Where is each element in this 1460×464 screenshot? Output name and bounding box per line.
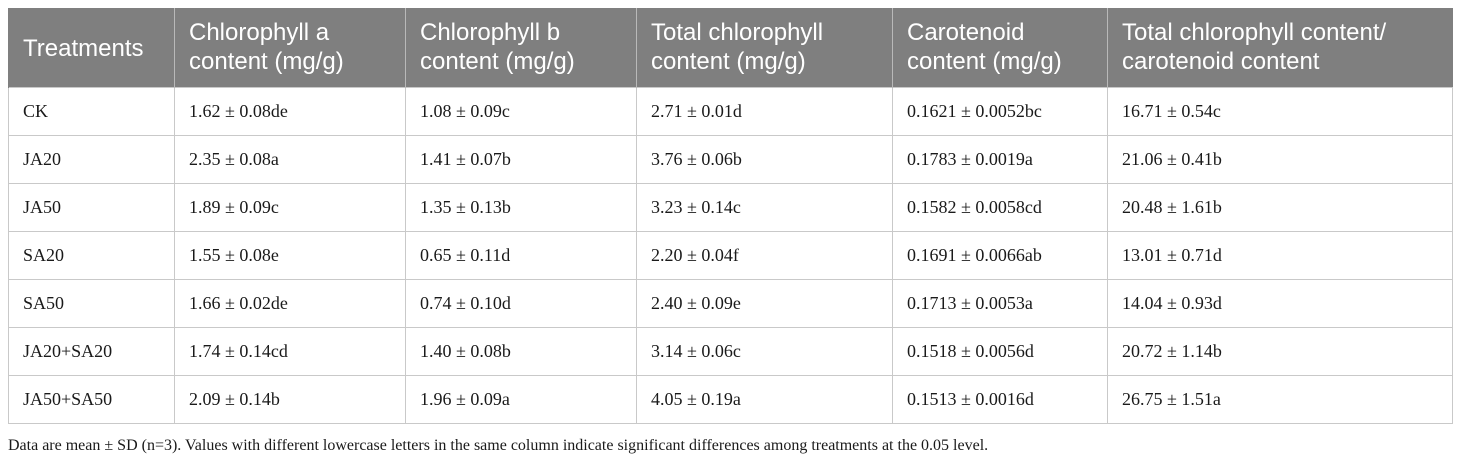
table-cell: 13.01 ± 0.71d (1107, 231, 1453, 280)
table-cell-treatment: JA20 (8, 135, 175, 184)
table-cell: 0.1713 ± 0.0053a (892, 279, 1108, 328)
table-cell: 3.23 ± 0.14c (636, 183, 893, 232)
column-header-chlorophyll-carotenoid-ratio: Total chlorophyll content/ carotenoid co… (1107, 8, 1453, 88)
table-row: JA20+SA20 1.74 ± 0.14cd 1.40 ± 0.08b 3.1… (8, 327, 1453, 376)
table-cell: 0.1518 ± 0.0056d (892, 327, 1108, 376)
table-row: SA50 1.66 ± 0.02de 0.74 ± 0.10d 2.40 ± 0… (8, 279, 1453, 328)
table-cell: 0.1582 ± 0.0058cd (892, 183, 1108, 232)
table-cell: 2.40 ± 0.09e (636, 279, 893, 328)
table-cell-treatment: JA50 (8, 183, 175, 232)
table-cell-treatment: JA20+SA20 (8, 327, 175, 376)
table-cell: 0.1513 ± 0.0016d (892, 375, 1108, 424)
data-table: Treatments Chlorophyll a content (mg/g) … (8, 8, 1453, 424)
table-cell: 3.76 ± 0.06b (636, 135, 893, 184)
table-cell: 26.75 ± 1.51a (1107, 375, 1453, 424)
table-row: CK 1.62 ± 0.08de 1.08 ± 0.09c 2.71 ± 0.0… (8, 87, 1453, 136)
table-header-row: Treatments Chlorophyll a content (mg/g) … (8, 8, 1453, 88)
data-table-container: Treatments Chlorophyll a content (mg/g) … (8, 8, 1453, 424)
table-cell: 1.96 ± 0.09a (405, 375, 637, 424)
column-header-chlorophyll-b: Chlorophyll b content (mg/g) (405, 8, 637, 88)
table-cell: 21.06 ± 0.41b (1107, 135, 1453, 184)
table-footnote: Data are mean ± SD (n=3). Values with di… (8, 437, 989, 454)
table-cell: 1.08 ± 0.09c (405, 87, 637, 136)
table-cell: 1.66 ± 0.02de (174, 279, 406, 328)
table-cell: 2.35 ± 0.08a (174, 135, 406, 184)
table-cell: 20.48 ± 1.61b (1107, 183, 1453, 232)
table-cell: 3.14 ± 0.06c (636, 327, 893, 376)
table-cell: 20.72 ± 1.14b (1107, 327, 1453, 376)
column-header-carotenoid: Carotenoid content (mg/g) (892, 8, 1108, 88)
table-cell: 0.74 ± 0.10d (405, 279, 637, 328)
column-header-treatments: Treatments (8, 8, 175, 88)
table-cell: 0.1621 ± 0.0052bc (892, 87, 1108, 136)
table-cell: 0.65 ± 0.11d (405, 231, 637, 280)
table-cell-treatment: CK (8, 87, 175, 136)
table-cell-treatment: SA20 (8, 231, 175, 280)
table-cell: 1.74 ± 0.14cd (174, 327, 406, 376)
table-cell: 1.62 ± 0.08de (174, 87, 406, 136)
column-header-total-chlorophyll: Total chlorophyll content (mg/g) (636, 8, 893, 88)
table-cell: 4.05 ± 0.19a (636, 375, 893, 424)
table-cell: 1.35 ± 0.13b (405, 183, 637, 232)
table-cell: 2.71 ± 0.01d (636, 87, 893, 136)
table-cell: 1.41 ± 0.07b (405, 135, 637, 184)
column-header-chlorophyll-a: Chlorophyll a content (mg/g) (174, 8, 406, 88)
table-cell: 1.55 ± 0.08e (174, 231, 406, 280)
table-row: SA20 1.55 ± 0.08e 0.65 ± 0.11d 2.20 ± 0.… (8, 231, 1453, 280)
table-cell: 1.40 ± 0.08b (405, 327, 637, 376)
table-row: JA50 1.89 ± 0.09c 1.35 ± 0.13b 3.23 ± 0.… (8, 183, 1453, 232)
table-cell: 0.1783 ± 0.0019a (892, 135, 1108, 184)
table-cell: 1.89 ± 0.09c (174, 183, 406, 232)
table-cell: 2.09 ± 0.14b (174, 375, 406, 424)
table-cell: 2.20 ± 0.04f (636, 231, 893, 280)
table-cell: 14.04 ± 0.93d (1107, 279, 1453, 328)
table-row: JA50+SA50 2.09 ± 0.14b 1.96 ± 0.09a 4.05… (8, 375, 1453, 424)
table-row: JA20 2.35 ± 0.08a 1.41 ± 0.07b 3.76 ± 0.… (8, 135, 1453, 184)
table-cell-treatment: SA50 (8, 279, 175, 328)
table-cell: 16.71 ± 0.54c (1107, 87, 1453, 136)
table-cell-treatment: JA50+SA50 (8, 375, 175, 424)
table-cell: 0.1691 ± 0.0066ab (892, 231, 1108, 280)
